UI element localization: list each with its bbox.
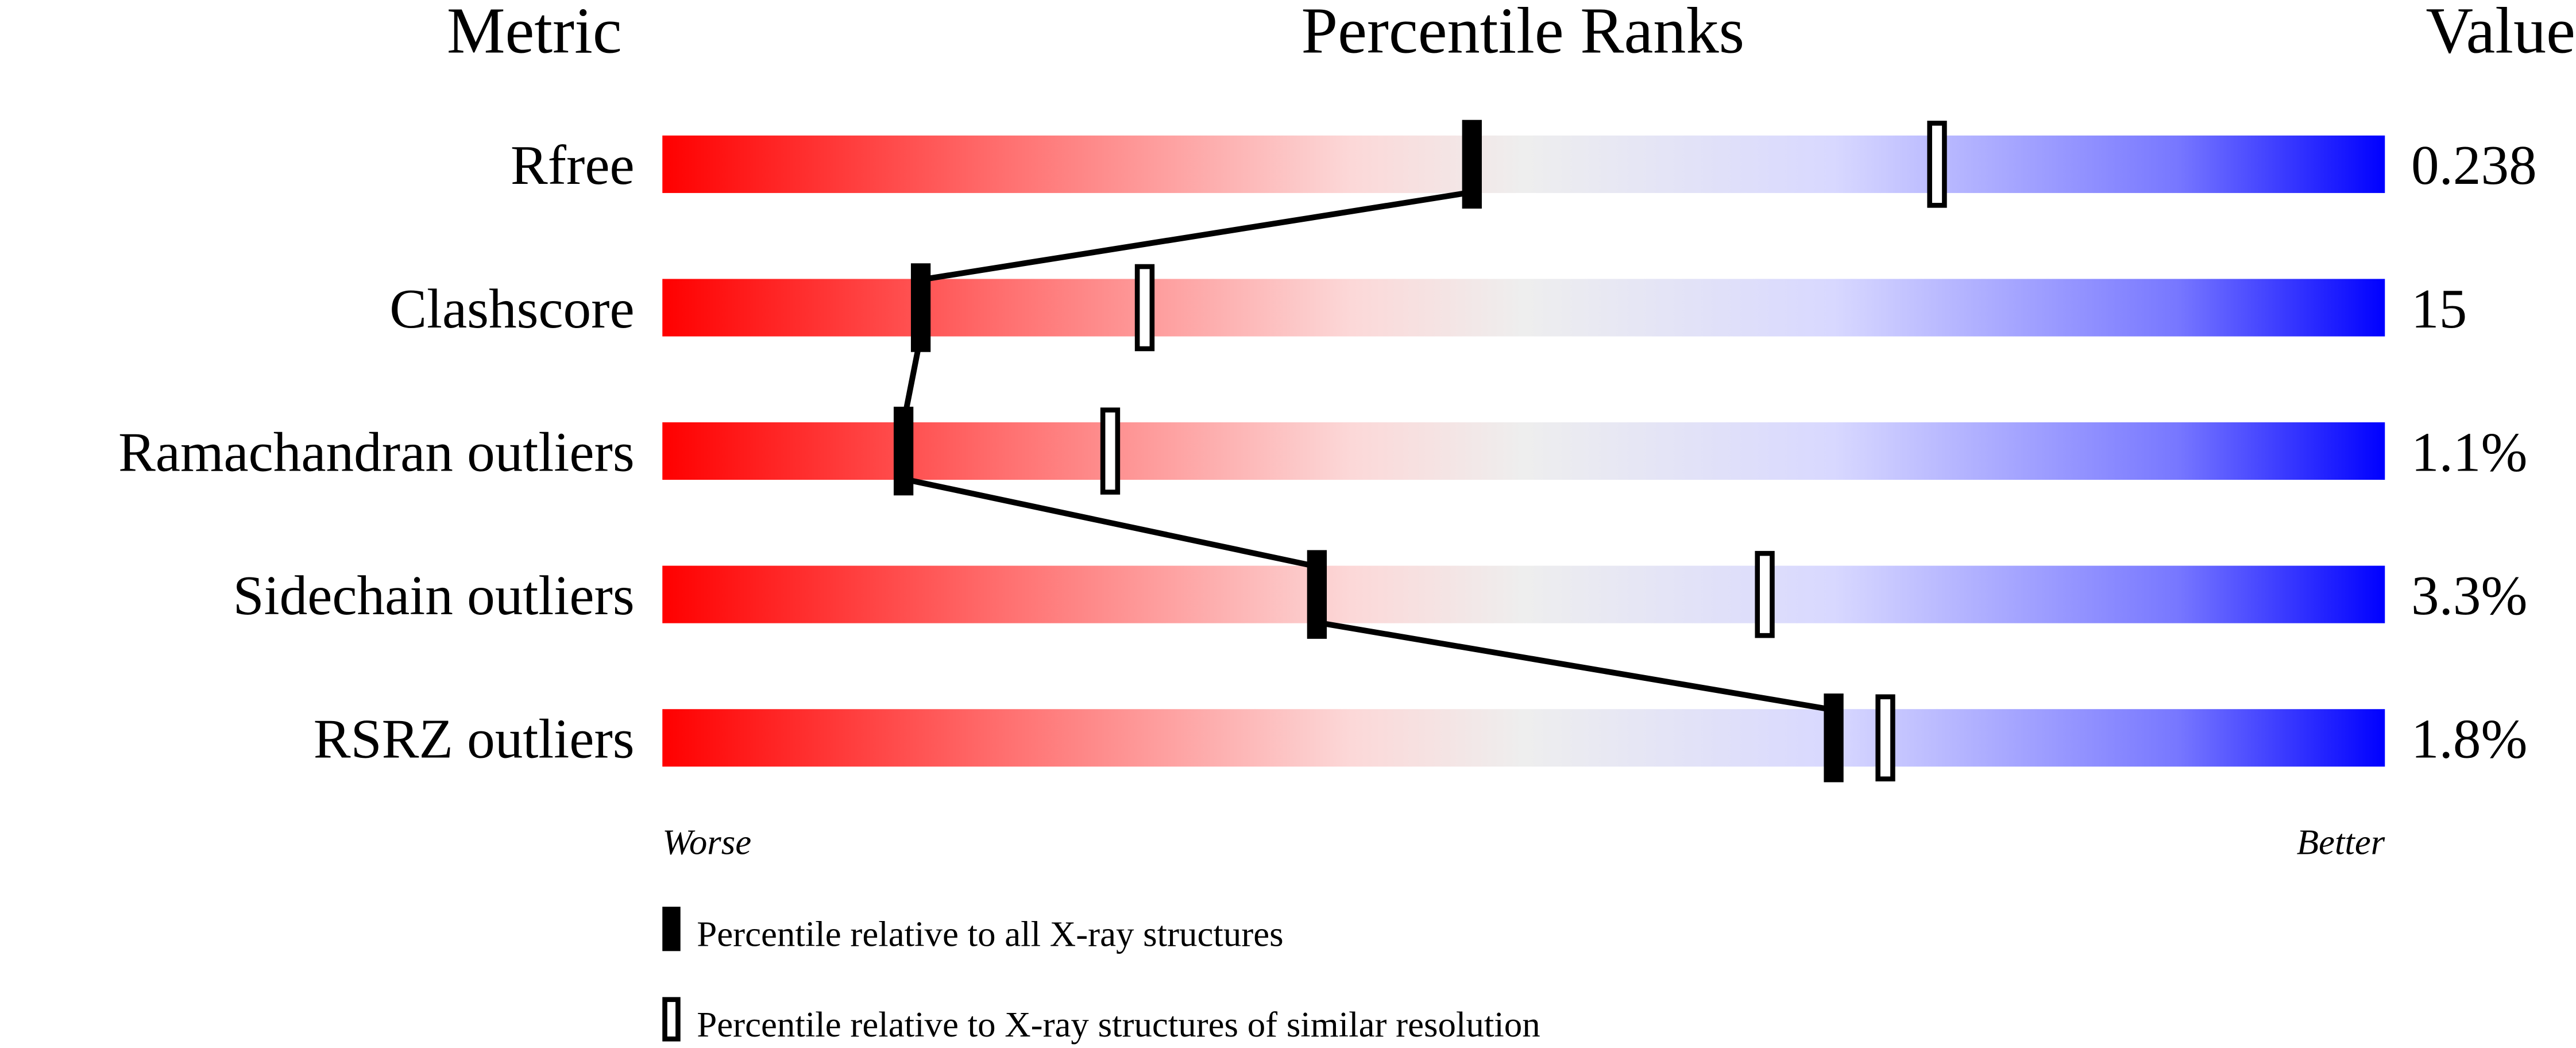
metric-value: 1.1%	[2411, 421, 2527, 483]
legend-hollow-marker-icon	[662, 997, 681, 1042]
all-structures-percentile-marker	[1824, 693, 1844, 783]
metric-value: 0.238	[2411, 134, 2537, 196]
percentile-bar	[662, 565, 2385, 623]
metric-label: Ramachandran outliers	[118, 421, 635, 483]
legend-filled-marker-icon	[662, 907, 681, 951]
all-structures-percentile-marker	[910, 263, 931, 352]
value-header: Value	[2426, 0, 2575, 67]
similar-resolution-percentile-marker	[1100, 407, 1121, 495]
metric-label: RSRZ outliers	[314, 708, 635, 770]
similar-resolution-percentile-marker	[1134, 264, 1155, 352]
better-label: Better	[2297, 822, 2385, 862]
metric-header: Metric	[447, 0, 622, 67]
all-structures-percentile-marker	[1462, 120, 1482, 209]
metric-label: Rfree	[511, 134, 635, 196]
percentile-bar	[662, 279, 2385, 337]
metric-value: 1.8%	[2411, 708, 2527, 770]
percentile-bar	[662, 422, 2385, 480]
all-structures-percentile-marker	[893, 406, 914, 496]
legend-all-label: Percentile relative to all X-ray structu…	[697, 914, 1283, 954]
all-structures-percentile-marker	[1307, 550, 1327, 639]
legend-similar-label: Percentile relative to X-ray structures …	[697, 1004, 1540, 1045]
metric-value: 15	[2411, 278, 2467, 340]
percentile-bar	[662, 135, 2385, 193]
metric-value: 3.3%	[2411, 565, 2527, 627]
metric-label: Clashscore	[389, 278, 634, 340]
similar-resolution-percentile-marker	[1875, 694, 1895, 781]
metric-label: Sidechain outliers	[233, 565, 635, 627]
similar-resolution-percentile-marker	[1755, 550, 1775, 638]
percentile-ranks-header: Percentile Ranks	[1301, 0, 1745, 67]
worse-label: Worse	[662, 822, 751, 862]
percentile-bar	[662, 709, 2385, 767]
similar-resolution-percentile-marker	[1927, 121, 1947, 208]
